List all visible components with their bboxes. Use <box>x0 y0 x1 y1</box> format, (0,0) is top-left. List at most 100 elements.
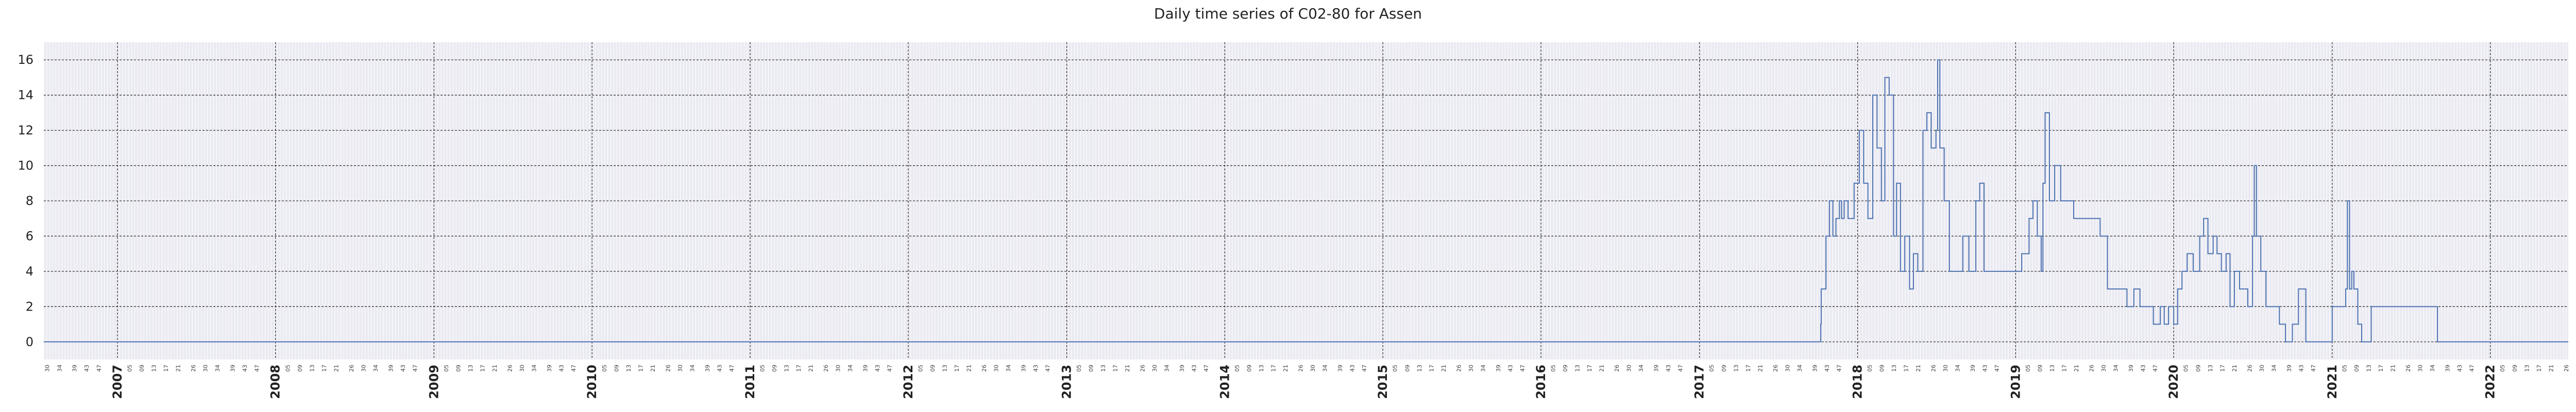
year-tick-label: 2015 <box>1376 365 1390 399</box>
week-tick-label: 09 <box>1721 365 1727 372</box>
week-tick-label: 09 <box>297 365 303 372</box>
week-tick-label: 39 <box>1179 365 1185 372</box>
week-tick-label: 17 <box>480 365 486 372</box>
week-tick-label: 39 <box>862 365 869 372</box>
y-tick-label: 2 <box>26 299 33 314</box>
week-tick-label: 17 <box>321 365 328 372</box>
week-tick-label: 21 <box>1757 365 1764 372</box>
year-tick-label: 2020 <box>2166 365 2181 399</box>
week-tick-label: 39 <box>72 365 78 372</box>
week-tick-label: 39 <box>546 365 553 372</box>
week-tick-label: 34 <box>1164 365 1171 372</box>
week-tick-label: 47 <box>2469 365 2476 372</box>
week-tick-label: 05 <box>917 365 924 372</box>
week-tick-label: 05 <box>2499 365 2506 372</box>
year-tick-label: 2011 <box>743 365 757 399</box>
week-tick-label: 34 <box>689 365 696 372</box>
week-tick-label: 17 <box>1270 365 1277 372</box>
week-tick-label: 17 <box>1428 365 1435 372</box>
week-tick-label: 34 <box>1797 365 1803 372</box>
week-tick-label: 43 <box>400 365 406 372</box>
week-tick-label: 21 <box>1915 365 1922 372</box>
week-tick-label: 43 <box>1191 365 1198 372</box>
week-tick-label: 09 <box>1088 365 1095 372</box>
week-tick-label: 05 <box>284 365 291 372</box>
year-tick-label: 2021 <box>2325 365 2340 399</box>
week-tick-label: 30 <box>44 365 51 372</box>
week-tick-label: 05 <box>2025 365 2031 372</box>
week-tick-label: 26 <box>1614 365 1620 372</box>
week-tick-label: 17 <box>1745 365 1752 372</box>
week-tick-label: 34 <box>2113 365 2120 372</box>
week-tick-label: 34 <box>1480 365 1486 372</box>
week-tick-label: 30 <box>1151 365 1158 372</box>
week-tick-label: 21 <box>1440 365 1447 372</box>
y-tick-label: 8 <box>26 194 33 208</box>
week-tick-label: 43 <box>1349 365 1356 372</box>
y-tick-label: 14 <box>18 88 33 102</box>
week-tick-label: 05 <box>2341 365 2348 372</box>
week-tick-label: 30 <box>1784 365 1791 372</box>
week-tick-label: 05 <box>126 365 133 372</box>
week-tick-label: 21 <box>808 365 815 372</box>
year-tick-label: 2017 <box>1692 365 1707 399</box>
week-tick-label: 05 <box>1234 365 1241 372</box>
week-tick-label: 47 <box>2152 365 2159 372</box>
week-tick-label: 39 <box>2128 365 2134 372</box>
week-tick-label: 09 <box>1404 365 1411 372</box>
week-tick-label: 34 <box>2270 365 2277 372</box>
week-tick-label: 09 <box>929 365 936 372</box>
week-tick-label: 09 <box>1562 365 1569 372</box>
week-tick-label: 26 <box>2405 365 2412 372</box>
week-tick-label: 47 <box>887 365 893 372</box>
week-tick-label: 43 <box>716 365 723 372</box>
year-tick-label: 2012 <box>901 365 916 399</box>
y-tick-label: 12 <box>18 123 33 138</box>
week-tick-label: 30 <box>2100 365 2107 372</box>
year-tick-label: 2008 <box>268 365 283 399</box>
week-tick-label: 47 <box>1519 365 1526 372</box>
week-tick-label: 05 <box>1867 365 1873 372</box>
week-tick-label: 21 <box>2073 365 2080 372</box>
week-tick-label: 39 <box>1337 365 1344 372</box>
year-tick-label: 2019 <box>2008 365 2023 399</box>
week-tick-label: 34 <box>1322 365 1329 372</box>
week-tick-label: 21 <box>1599 365 1605 372</box>
year-tick-label: 2010 <box>585 365 599 399</box>
week-tick-label: 17 <box>2061 365 2068 372</box>
week-tick-label: 39 <box>230 365 236 372</box>
week-tick-label: 47 <box>96 365 103 372</box>
week-tick-label: 17 <box>2536 365 2543 372</box>
week-tick-label: 39 <box>1020 365 1027 372</box>
week-tick-label: 47 <box>728 365 735 372</box>
week-tick-label: 09 <box>1246 365 1252 372</box>
week-tick-label: 30 <box>2417 365 2424 372</box>
week-tick-label: 39 <box>2444 365 2451 372</box>
week-tick-label: 26 <box>1930 365 1937 372</box>
week-tick-label: 21 <box>966 365 973 372</box>
week-tick-label: 34 <box>1638 365 1645 372</box>
week-tick-label: 30 <box>1942 365 1949 372</box>
week-tick-label: 47 <box>1045 365 1052 372</box>
week-tick-label: 26 <box>190 365 197 372</box>
week-tick-label: 17 <box>2378 365 2384 372</box>
week-tick-label: 21 <box>2390 365 2397 372</box>
week-tick-label: 13 <box>2049 365 2056 372</box>
week-tick-label: 43 <box>1982 365 1989 372</box>
week-tick-label: 09 <box>139 365 145 372</box>
week-tick-label: 43 <box>242 365 248 372</box>
week-tick-label: 34 <box>1955 365 1961 372</box>
week-tick-label: 47 <box>1994 365 2001 372</box>
week-tick-label: 34 <box>214 365 221 372</box>
week-tick-label: 05 <box>2183 365 2190 372</box>
series-line <box>44 59 2568 342</box>
week-tick-label: 30 <box>202 365 209 372</box>
week-tick-label: 39 <box>1811 365 1818 372</box>
week-tick-label: 30 <box>519 365 526 372</box>
week-tick-label: 09 <box>613 365 620 372</box>
week-tick-label: 05 <box>1550 365 1557 372</box>
week-tick-label: 34 <box>1005 365 1012 372</box>
week-tick-label: 30 <box>1310 365 1316 372</box>
week-tick-label: 43 <box>1032 365 1039 372</box>
